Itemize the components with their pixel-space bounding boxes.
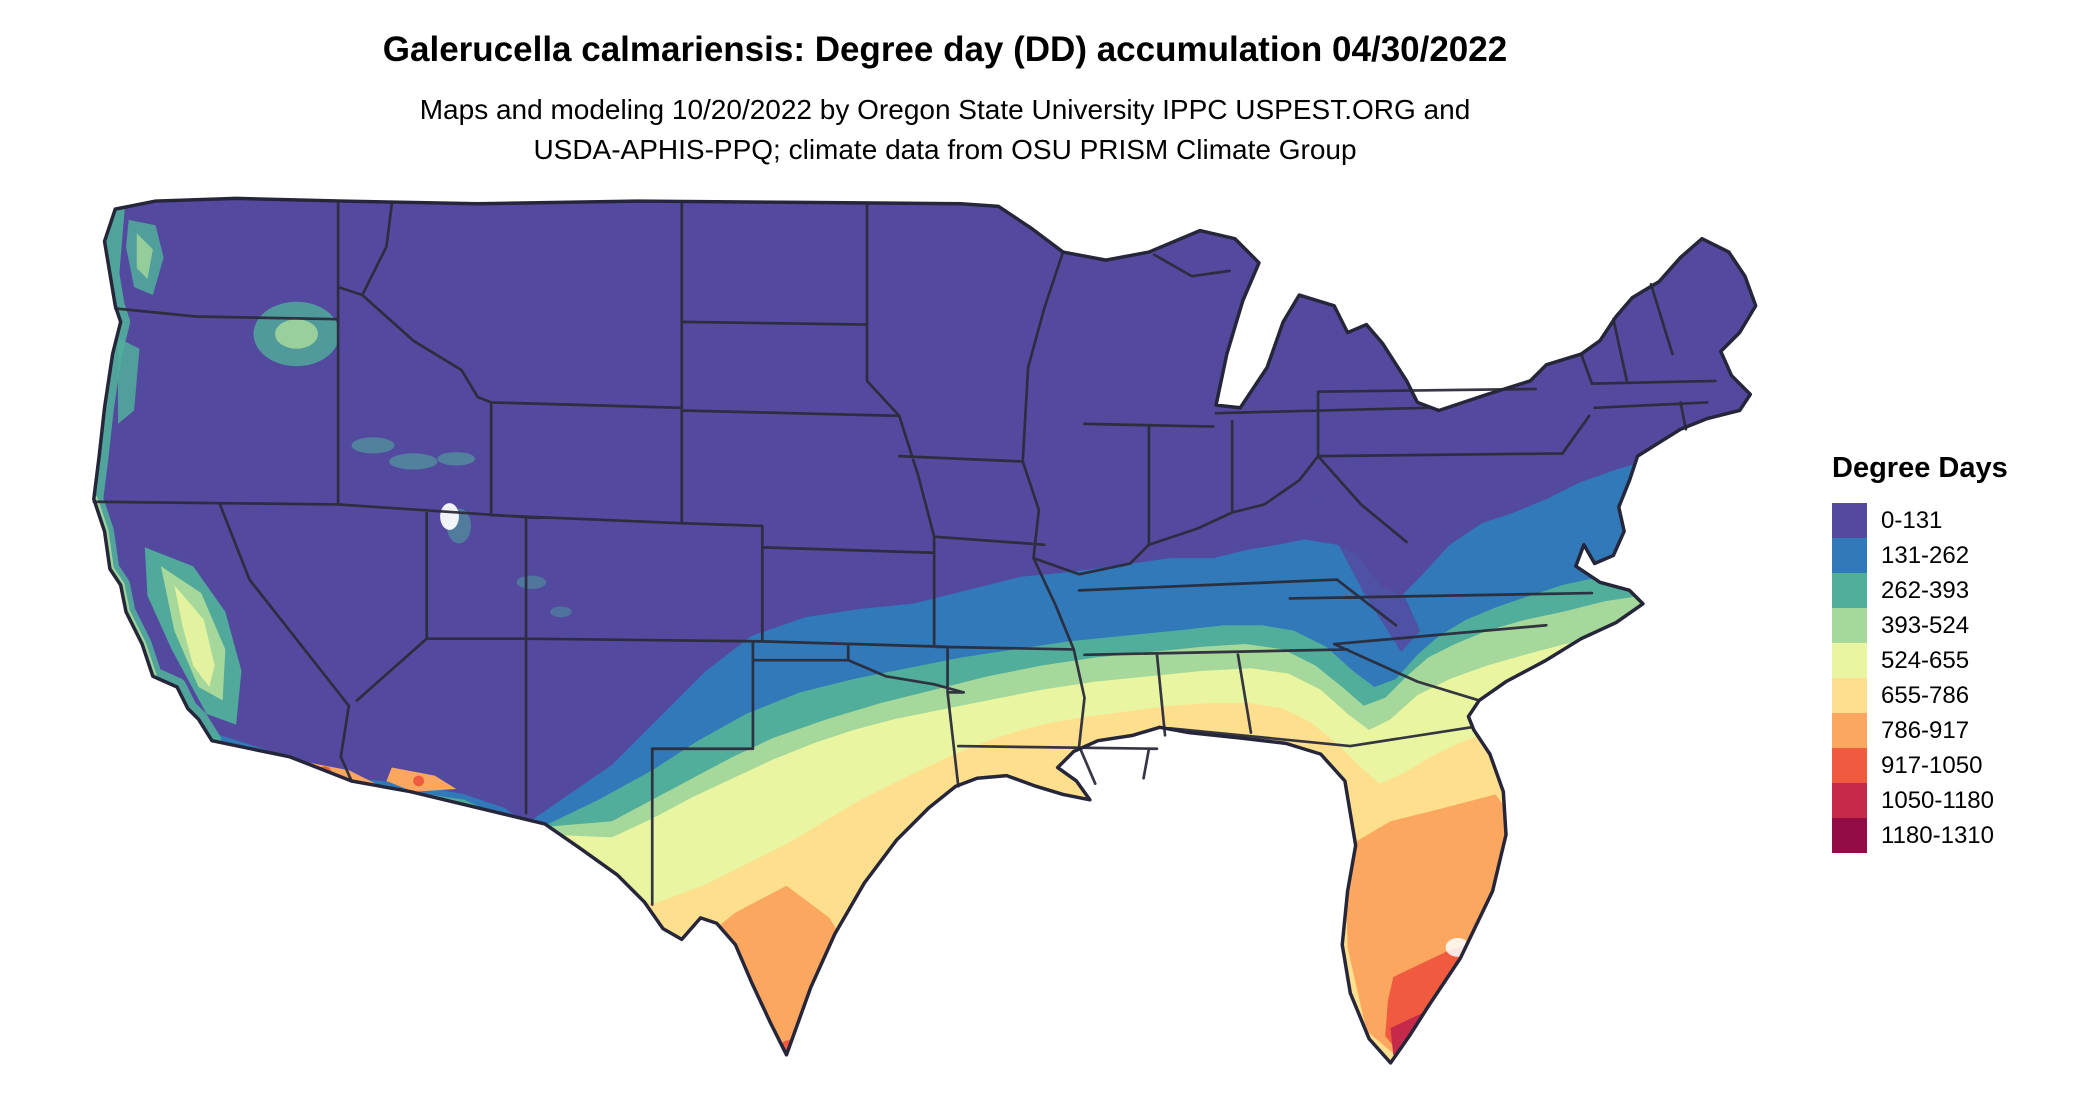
- legend: Degree Days 0-131 131-262 262-393 393-52…: [1832, 452, 2008, 853]
- phoenix-red-spot: [413, 775, 425, 787]
- legend-swatch: [1832, 748, 1867, 783]
- map-header: Galerucella calmariensis: Degree day (DD…: [0, 30, 1890, 170]
- willamette-valley-patch: [117, 337, 140, 424]
- legend-swatch: [1832, 538, 1867, 573]
- legend-swatch: [1832, 503, 1867, 538]
- legend-swatch: [1832, 713, 1867, 748]
- legend-swatch: [1832, 818, 1867, 853]
- legend-label: 655-786: [1881, 681, 1970, 709]
- map-subtitle: Maps and modeling 10/20/2022 by Oregon S…: [0, 90, 1890, 170]
- state-boundaries: [92, 202, 1717, 906]
- legend-label: 1180-1310: [1881, 821, 1994, 849]
- legend-item: 655-786: [1832, 678, 2008, 713]
- snake-plain-patch-2: [389, 453, 438, 470]
- legend-item: 1050-1180: [1832, 783, 2008, 818]
- legend-label: 1050-1180: [1881, 786, 1994, 814]
- colorado-valley-patch-1: [516, 575, 547, 590]
- map-subtitle-line-1: Maps and modeling 10/20/2022 by Oregon S…: [419, 94, 1471, 125]
- legend-label: 131-262: [1881, 541, 1970, 569]
- legend-label: 917-1050: [1881, 751, 1983, 779]
- degree-day-raster: [93, 198, 1756, 1063]
- map-title: Galerucella calmariensis: Degree day (DD…: [382, 30, 1508, 69]
- legend-swatch: [1832, 783, 1867, 818]
- legend-swatch: [1832, 643, 1867, 678]
- legend-item: 524-655: [1832, 643, 2008, 678]
- us-outline: [92, 196, 1758, 1065]
- legend-item: 1180-1310: [1832, 818, 2008, 853]
- legend-title: Degree Days: [1832, 452, 2008, 484]
- central-florida-orange: [1344, 794, 1515, 1061]
- central-valley-core: [174, 584, 215, 688]
- legend-label: 262-393: [1881, 576, 1970, 604]
- legend-swatch: [1832, 678, 1867, 713]
- legend-item: 393-524: [1832, 608, 2008, 643]
- snake-plain-patch-1: [351, 437, 395, 454]
- legend-item: 131-262: [1832, 538, 2008, 573]
- us-degree-day-map: [92, 196, 1758, 1065]
- legend-item: 917-1050: [1832, 748, 2008, 783]
- legend-label: 393-524: [1881, 611, 1970, 639]
- legend-label: 524-655: [1881, 646, 1970, 674]
- map-subtitle-line-2: USDA-APHIS-PPQ; climate data from OSU PR…: [533, 133, 1357, 165]
- legend-item: 262-393: [1832, 573, 2008, 608]
- legend-item: 0-131: [1832, 503, 2008, 538]
- great-salt-lake: [440, 503, 459, 530]
- snake-plain-patch-3: [437, 452, 476, 466]
- columbia-basin-inner: [275, 319, 318, 349]
- puget-inner-patch: [136, 233, 153, 279]
- colorado-valley-patch-2: [550, 606, 572, 618]
- legend-swatch: [1832, 608, 1867, 643]
- legend-label: 0-131: [1881, 506, 1943, 534]
- legend-item: 786-917: [1832, 713, 2008, 748]
- legend-label: 786-917: [1881, 716, 1970, 744]
- legend-swatch: [1832, 573, 1867, 608]
- appalachian-cool-tongue: [1301, 461, 1421, 653]
